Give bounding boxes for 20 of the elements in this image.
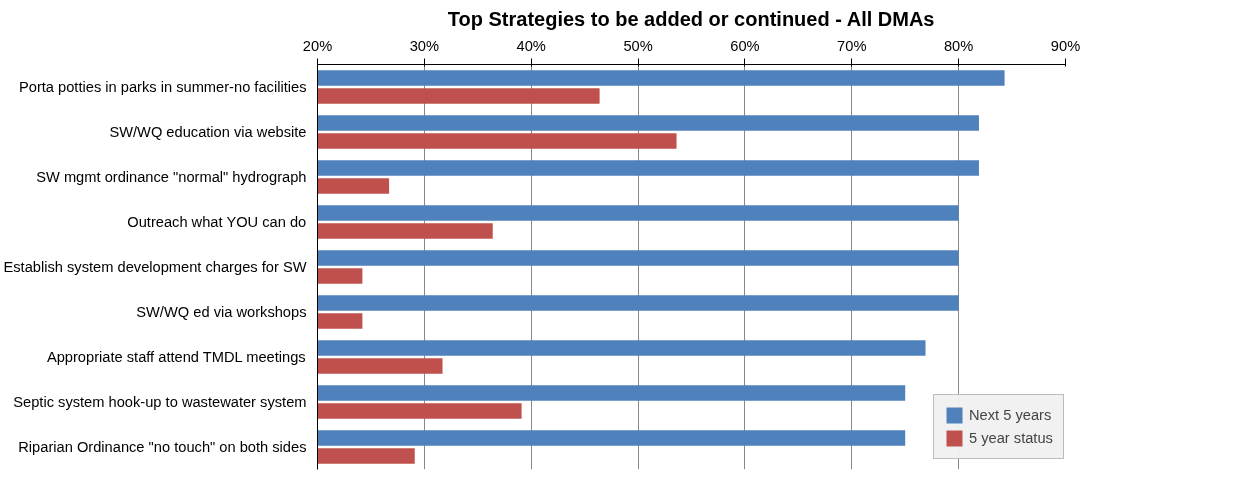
y-tick-label: Riparian Ordinance "no touch" on both sides [18, 439, 307, 455]
x-tick-label: 20% [302, 37, 333, 54]
x-tick-label: 50% [623, 37, 653, 54]
x-tick-label: 30% [409, 37, 440, 54]
x-tick-label: 90% [1050, 37, 1081, 54]
y-tick-label: Appropriate staff attend TMDL meetings [46, 349, 306, 365]
y-tick-label: Porta potties in parks in summer-no facilities [18, 79, 307, 95]
x-tick-label: 60% [730, 37, 760, 54]
y-tick-label: SW/WQ education via website [109, 124, 307, 140]
y-tick-label: SW/WQ ed via workshops [136, 304, 307, 320]
y-tick-label: Outreach what YOU can do [127, 214, 307, 230]
y-tick-label: SW mgmt ordinance "normal" hydrograph [36, 169, 307, 185]
legend-label: Next 5 years [969, 407, 1052, 423]
x-tick-label: 70% [837, 37, 867, 54]
x-tick-label: 40% [516, 37, 546, 54]
x-tick-label: 80% [943, 37, 974, 54]
chart-title: Top Strategies to be added or continued - All DMAs [447, 7, 935, 30]
legend-label: 5 year status [969, 430, 1053, 446]
y-tick-label: Septic system hook-up to wastewater system [13, 394, 307, 410]
y-tick-label: Establish system development charges for SW [3, 259, 307, 275]
